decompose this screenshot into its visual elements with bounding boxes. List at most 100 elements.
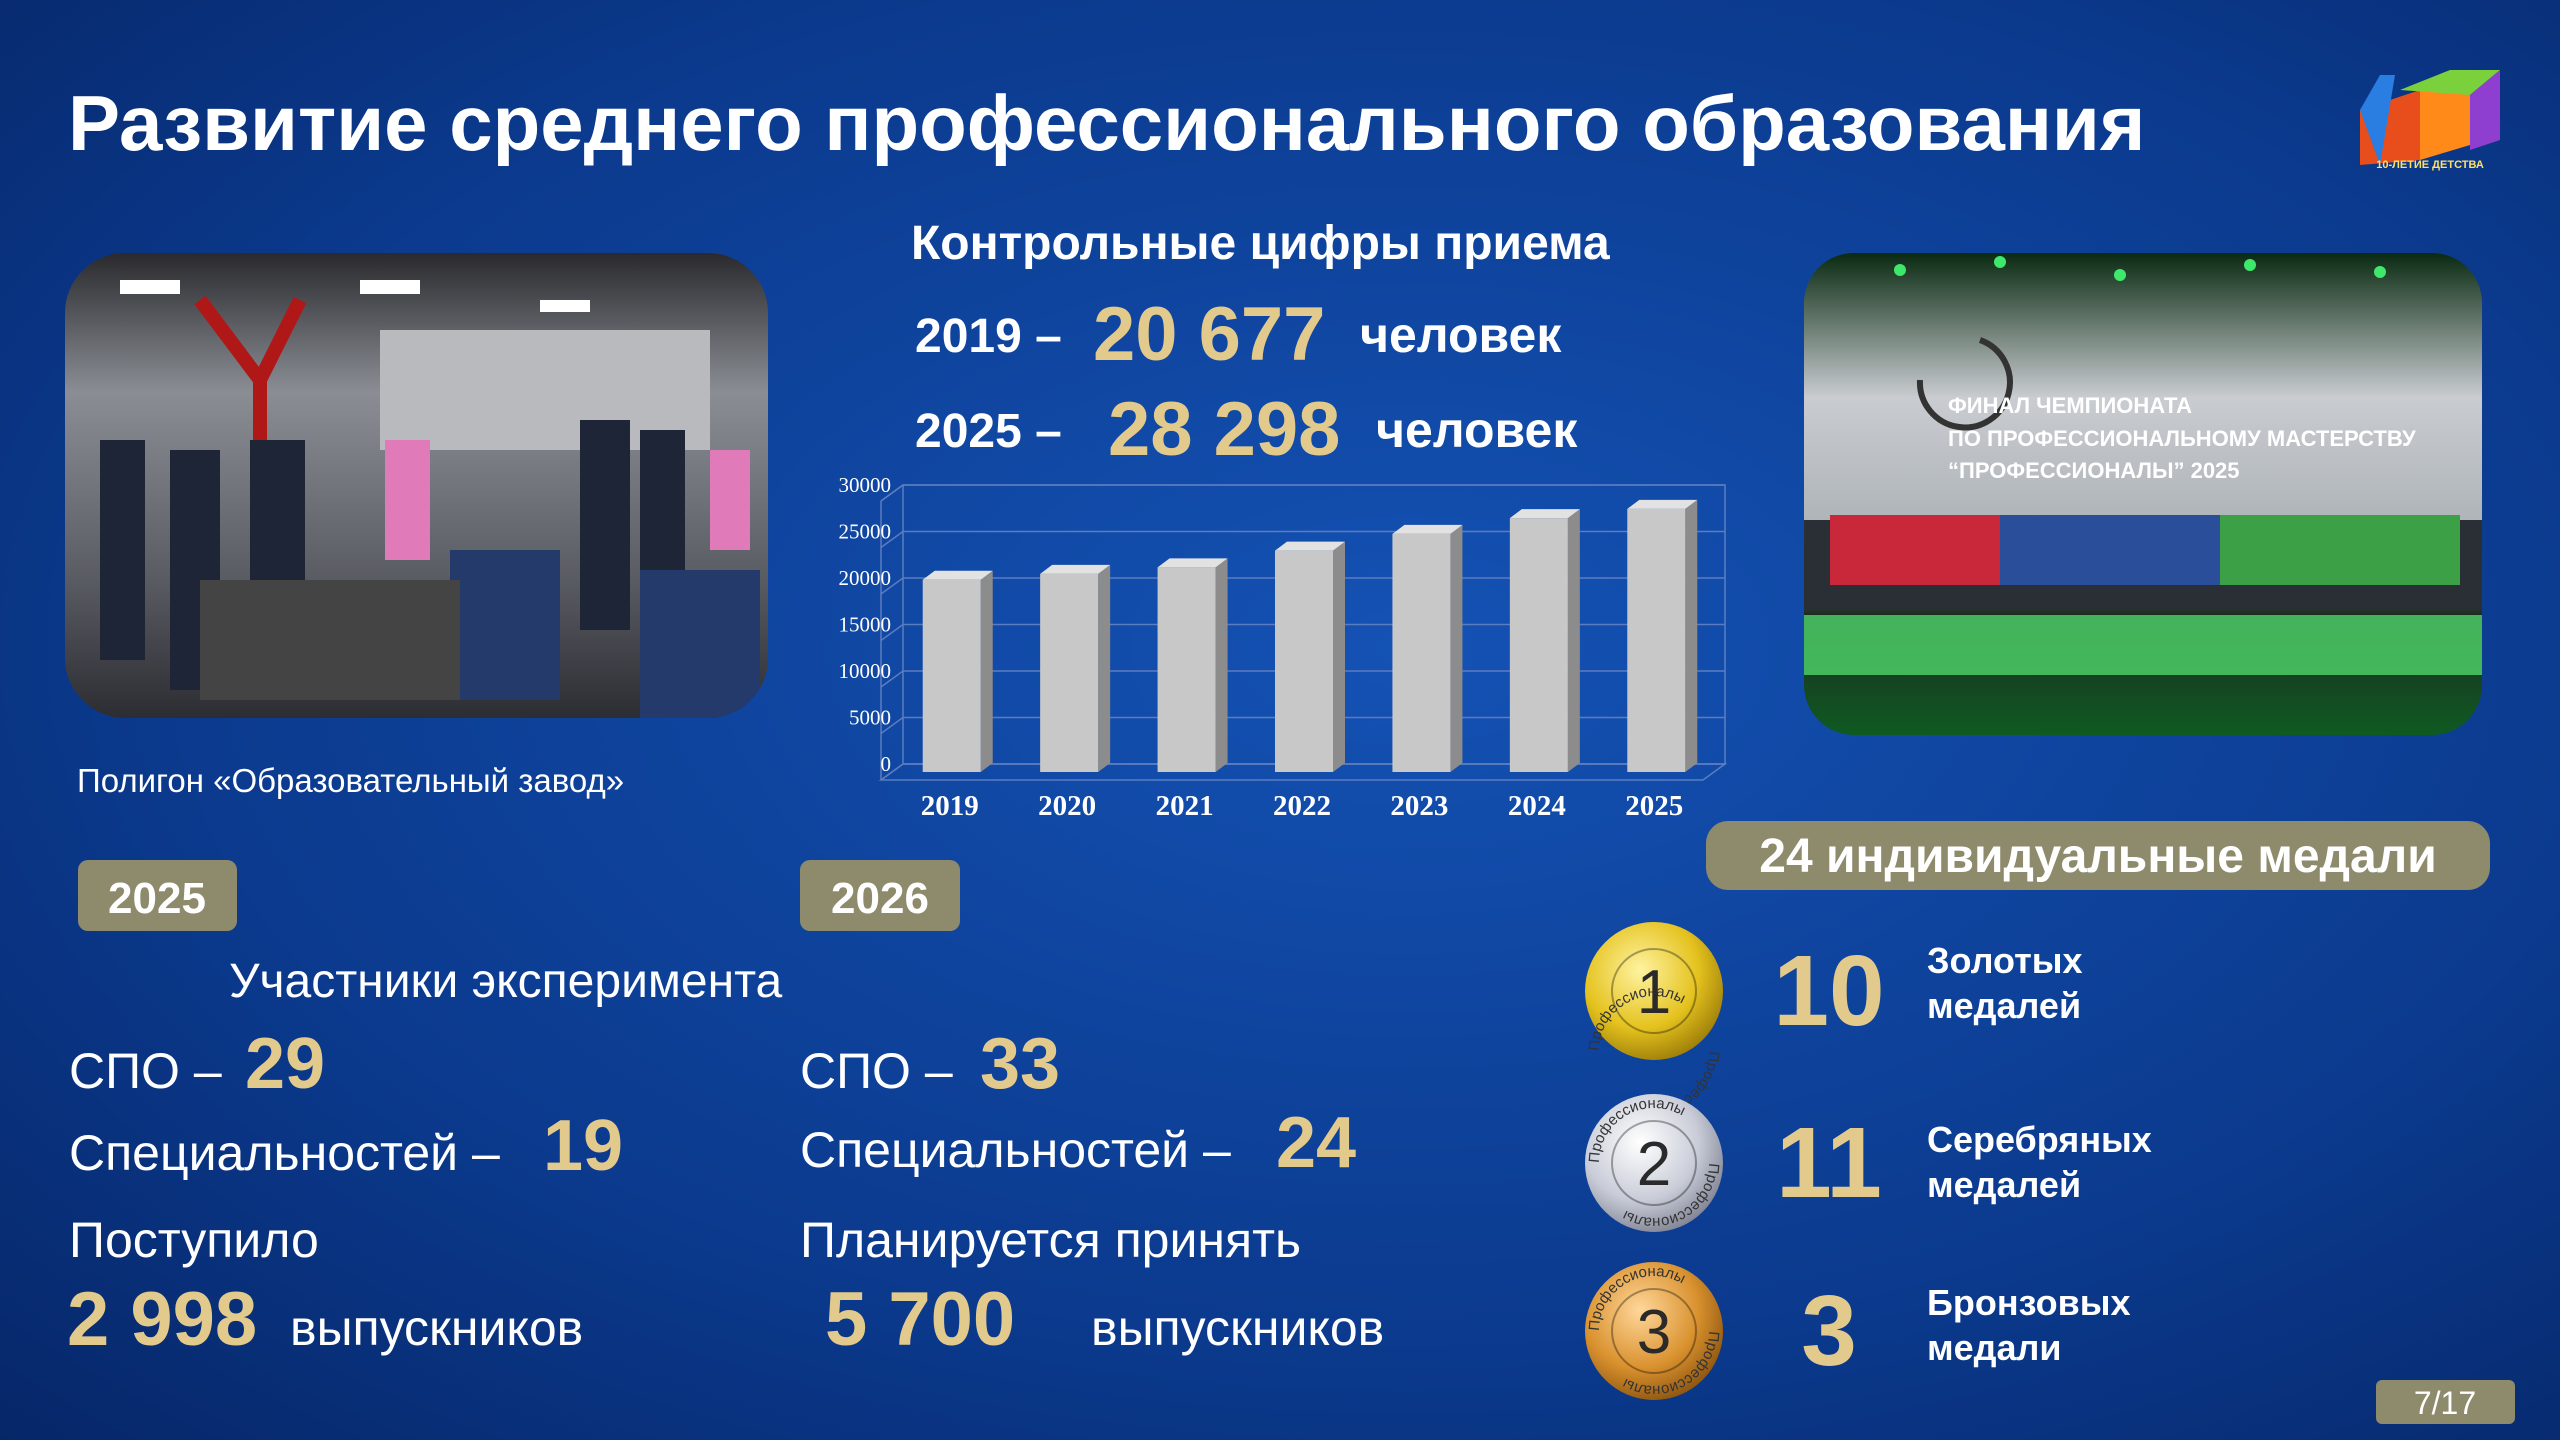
bar xyxy=(922,579,981,772)
x-tick-label: 2023 xyxy=(1390,790,1448,822)
bar xyxy=(1157,567,1216,772)
screen-text: ФИНАЛ ЧЕМПИОНАТА xyxy=(1948,393,2192,418)
stat-label: СПО – xyxy=(69,1043,222,1099)
x-tick-label: 2020 xyxy=(1038,790,1096,822)
subtitle: Участники эксперимента xyxy=(229,955,783,1008)
grid-line-side xyxy=(880,577,904,595)
stat-unit: выпускников xyxy=(290,1300,583,1356)
bar-side xyxy=(1685,499,1698,772)
bar xyxy=(1392,533,1451,772)
stat-value: 33 xyxy=(980,1024,1060,1104)
badge-text: 2025 xyxy=(108,874,206,923)
y-tick-label: 10000 xyxy=(839,659,892,683)
stat-value: 5 700 xyxy=(825,1277,1015,1362)
bar-top xyxy=(1627,499,1698,509)
medal-place: 2 xyxy=(1637,1130,1671,1199)
admissions-year: 2025 – xyxy=(915,405,1062,458)
medals-heading: 24 индивидуальные медали xyxy=(1759,830,2436,883)
grid-line-side xyxy=(880,623,904,642)
medal-label: медалей xyxy=(1927,1164,2081,1205)
bar-top xyxy=(1040,564,1111,574)
grid-line-side xyxy=(880,484,904,502)
medal-label: Золотых xyxy=(1927,940,2083,981)
x-tick-label: 2024 xyxy=(1508,790,1566,822)
x-tick-label: 2022 xyxy=(1273,790,1331,822)
badge xyxy=(800,860,960,931)
bar-side xyxy=(1450,524,1463,772)
badge-text: 2026 xyxy=(831,874,929,923)
medal-count: 10 xyxy=(1773,935,1884,1047)
admissions-value: 28 298 xyxy=(1108,387,1340,472)
y-tick-label: 5000 xyxy=(849,706,891,730)
medal-label: Бронзовых xyxy=(1927,1282,2130,1323)
x-tick-label: 2021 xyxy=(1156,790,1214,822)
stat-label: Специальностей – xyxy=(800,1122,1231,1178)
photo-left xyxy=(65,253,768,718)
page-number: 7/17 xyxy=(2414,1385,2476,1421)
y-tick-label: 0 xyxy=(881,752,892,776)
bar-side xyxy=(1567,509,1580,772)
y-tick-label: 30000 xyxy=(839,473,892,497)
medal-label: медали xyxy=(1927,1327,2062,1368)
stat-label: Поступило xyxy=(69,1212,319,1268)
bar xyxy=(1627,508,1686,772)
x-tick-label: 2019 xyxy=(921,790,979,822)
admissions-year: 2019 – xyxy=(915,310,1062,363)
medal-count: 11 xyxy=(1776,1107,1882,1219)
y-tick-label: 20000 xyxy=(839,566,892,590)
stat-value: 19 xyxy=(543,1106,623,1186)
medal-inner xyxy=(1611,1288,1697,1374)
stat-value: 24 xyxy=(1276,1103,1356,1183)
medal xyxy=(1585,1262,1723,1400)
title: Развитие среднего профессионального обра… xyxy=(68,79,2145,167)
photo-caption: Полигон «Образовательный завод» xyxy=(77,762,624,799)
stat-unit: выпускников xyxy=(1091,1300,1384,1356)
bar-side xyxy=(1333,541,1345,772)
stat-label: Специальностей – xyxy=(69,1125,500,1181)
logo-text: 10-ЛЕТИЕ ДЕТСТВА xyxy=(2376,159,2484,171)
medal-inner xyxy=(1611,948,1697,1034)
bar-side xyxy=(980,570,993,772)
bar xyxy=(1040,573,1099,772)
bar-top xyxy=(922,570,993,580)
y-tick-label: 25000 xyxy=(839,520,892,544)
bar-top xyxy=(1509,509,1580,519)
medal-label: медалей xyxy=(1927,985,2081,1026)
grid-line-side xyxy=(880,530,904,549)
medal-inner xyxy=(1611,1120,1697,1206)
stat-label: Планируется принять xyxy=(800,1212,1301,1268)
bar-top xyxy=(1157,558,1228,568)
photo-right: ФИНАЛ ЧЕМПИОНАТА ПО ПРОФЕССИОНАЛЬНОМУ МА… xyxy=(1804,253,2482,735)
admissions-heading: Контрольные цифры приема xyxy=(911,217,1610,270)
screen-text: ПО ПРОФЕССИОНАЛЬНОМУ МАСТЕРСТВУ xyxy=(1948,426,2416,451)
medal xyxy=(1585,1094,1723,1232)
bar-side xyxy=(1098,564,1111,772)
stat-value: 29 xyxy=(245,1024,325,1104)
bar-side xyxy=(1215,558,1228,772)
x-tick-label: 2025 xyxy=(1625,790,1683,822)
admissions-value: 20 677 xyxy=(1093,292,1325,377)
admissions-unit: человек xyxy=(1376,402,1578,458)
bar-top xyxy=(1392,524,1463,534)
page-number-box xyxy=(2376,1380,2515,1424)
medal-label: Серебряных xyxy=(1927,1119,2152,1160)
medals-banner xyxy=(1706,821,2490,890)
bar-top xyxy=(1275,541,1345,551)
bar xyxy=(1509,518,1568,772)
logo: 10-ЛЕТИЕ ДЕТСТВА xyxy=(2360,70,2500,171)
bar xyxy=(1275,550,1333,772)
medal xyxy=(1585,922,1723,1060)
medal-place: 1 xyxy=(1637,958,1671,1027)
grid-line-side xyxy=(880,670,904,688)
stat-label: СПО – xyxy=(800,1043,953,1099)
badge xyxy=(78,860,237,931)
medal-place: 3 xyxy=(1637,1298,1671,1367)
medal-count: 3 xyxy=(1801,1275,1857,1387)
admissions-unit: человек xyxy=(1360,307,1562,363)
grid-line-side xyxy=(880,763,904,781)
y-tick-label: 15000 xyxy=(839,613,892,637)
bar-chart: 0 5000 10000 15000 20000 25000 30000 2019 2020 20… xyxy=(839,473,1728,822)
grid-line-side xyxy=(880,716,904,735)
